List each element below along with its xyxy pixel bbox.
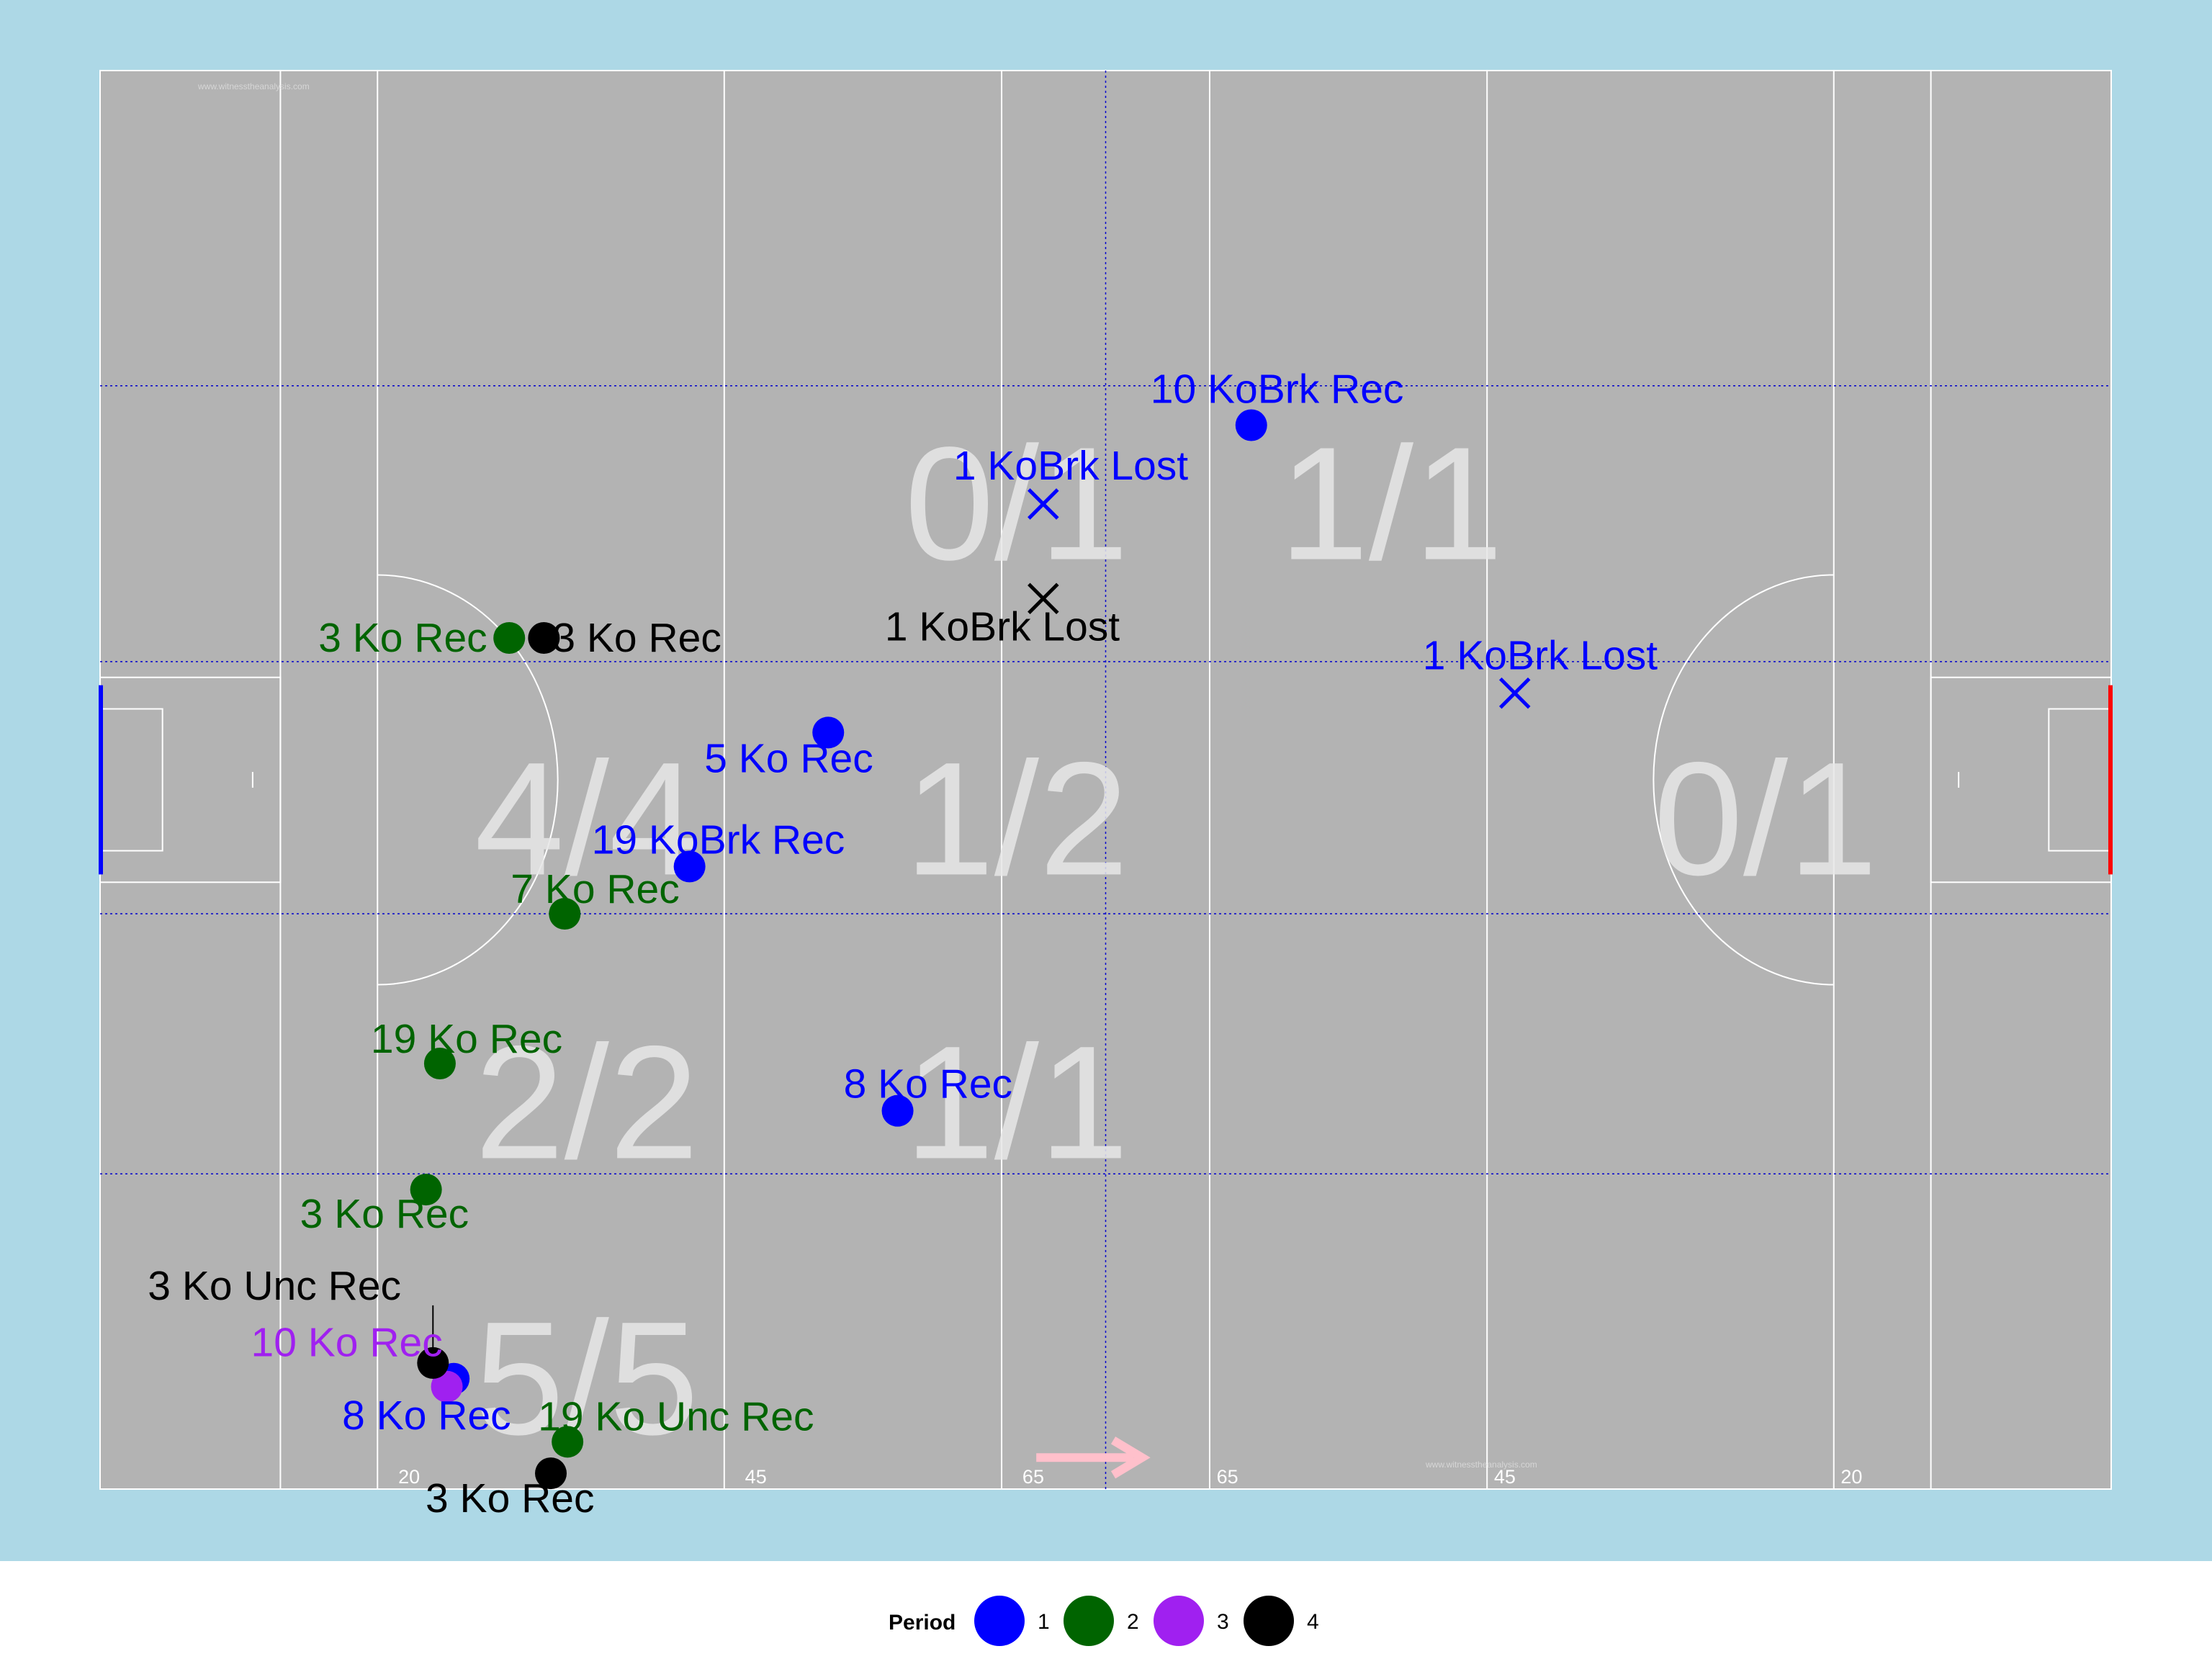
legend-label: 1 bbox=[1038, 1610, 1050, 1634]
event-marker-cross bbox=[1028, 488, 1059, 520]
event-label: 3 Ko Rec bbox=[426, 1475, 594, 1521]
event-markers bbox=[410, 409, 1531, 1490]
zone-count-label: 2/2 bbox=[475, 1012, 698, 1192]
event-label: 19 KoBrk Rec bbox=[592, 817, 845, 863]
arrow-head bbox=[1110, 1437, 1151, 1479]
event-marker-dot bbox=[552, 1426, 584, 1458]
event-marker-dot bbox=[1235, 409, 1267, 441]
legend-swatch bbox=[1244, 1596, 1294, 1646]
event-label: 3 Ko Rec bbox=[552, 615, 721, 661]
legend-label: 2 bbox=[1127, 1610, 1139, 1634]
legend-label: 4 bbox=[1307, 1610, 1319, 1634]
zone-count-label: 5/5 bbox=[475, 1288, 698, 1468]
zone-count-label: 1/1 bbox=[904, 1012, 1128, 1192]
event-label: 3 Ko Rec bbox=[300, 1191, 469, 1237]
event-marker-dot bbox=[423, 1048, 456, 1079]
event-label: 8 Ko Rec bbox=[342, 1393, 511, 1439]
zone-count-label: 0/1 bbox=[1653, 729, 1877, 909]
zone-count-label: 1/2 bbox=[904, 729, 1128, 909]
legend-swatch bbox=[974, 1596, 1025, 1646]
right-arc bbox=[1653, 574, 1834, 986]
legend-swatch bbox=[1154, 1596, 1204, 1646]
event-label: 1 KoBrk Lost bbox=[885, 603, 1120, 649]
watermark-top: www.witnesstheanalysis.com bbox=[197, 81, 310, 91]
event-label: 8 Ko Rec bbox=[844, 1061, 1012, 1107]
event-label: 10 Ko Rec bbox=[251, 1320, 443, 1366]
event-labels: 10 KoBrk Rec 1 KoBrk Lost 1 KoBrk Lost 5 Ko… bbox=[148, 367, 1658, 1522]
pitch-field bbox=[99, 70, 2112, 1490]
event-label: 10 KoBrk Rec bbox=[1151, 367, 1404, 413]
event-label: 3 Ko Unc Rec bbox=[148, 1263, 401, 1309]
event-marker-dot bbox=[528, 622, 560, 654]
legend-swatch bbox=[1064, 1596, 1114, 1646]
zone-count-label: 0/1 bbox=[904, 414, 1128, 594]
event-label: 19 Ko Unc Rec bbox=[538, 1393, 814, 1439]
event-marker-dot bbox=[431, 1370, 463, 1403]
event-marker-dot bbox=[881, 1094, 914, 1127]
event-marker-dot bbox=[493, 622, 526, 654]
watermark-bottom: www.witnesstheanalysis.com bbox=[1425, 1460, 1537, 1470]
event-marker-cross bbox=[1028, 583, 1059, 615]
legend: Period 1 2 3 4 bbox=[889, 1596, 1319, 1646]
zone-count-label: 4/4 bbox=[475, 729, 698, 909]
event-marker-dot bbox=[535, 1457, 567, 1490]
event-marker-dot bbox=[549, 898, 581, 930]
yard-label: 65 bbox=[1022, 1466, 1044, 1488]
zone-count-label: 1/1 bbox=[1279, 414, 1503, 594]
yard-label: 45 bbox=[745, 1466, 767, 1488]
yard-labels: 20 45 65 65 45 20 bbox=[398, 1466, 1862, 1488]
event-marker-dot bbox=[812, 716, 845, 749]
yard-label: 20 bbox=[398, 1466, 420, 1488]
event-label: 3 Ko Rec bbox=[318, 615, 487, 661]
yard-label: 45 bbox=[1494, 1466, 1516, 1488]
event-label: 5 Ko Rec bbox=[704, 735, 873, 781]
event-label: 1 KoBrk Lost bbox=[1423, 633, 1658, 679]
event-marker-dot bbox=[673, 850, 706, 883]
left-arc bbox=[377, 574, 559, 986]
pitch-lines bbox=[99, 71, 2113, 1489]
attack-direction-arrow-icon bbox=[1036, 1437, 1151, 1479]
event-marker-cross bbox=[1498, 677, 1531, 709]
legend-label: 3 bbox=[1217, 1610, 1229, 1634]
zone-counts: 0/1 1/1 4/4 1/2 0/1 2/2 1/1 5/5 bbox=[475, 414, 1878, 1469]
event-label: 1 KoBrk Lost bbox=[953, 443, 1188, 489]
legend-title: Period bbox=[889, 1611, 956, 1635]
event-label: 19 Ko Rec bbox=[371, 1016, 562, 1062]
yard-label: 65 bbox=[1217, 1466, 1238, 1488]
watermarks: www.witnesstheanalysis.com www.witnessth… bbox=[197, 81, 1537, 1470]
event-label: 7 Ko Rec bbox=[511, 866, 679, 912]
event-marker-dot bbox=[410, 1174, 442, 1206]
yard-label: 20 bbox=[1840, 1466, 1862, 1488]
